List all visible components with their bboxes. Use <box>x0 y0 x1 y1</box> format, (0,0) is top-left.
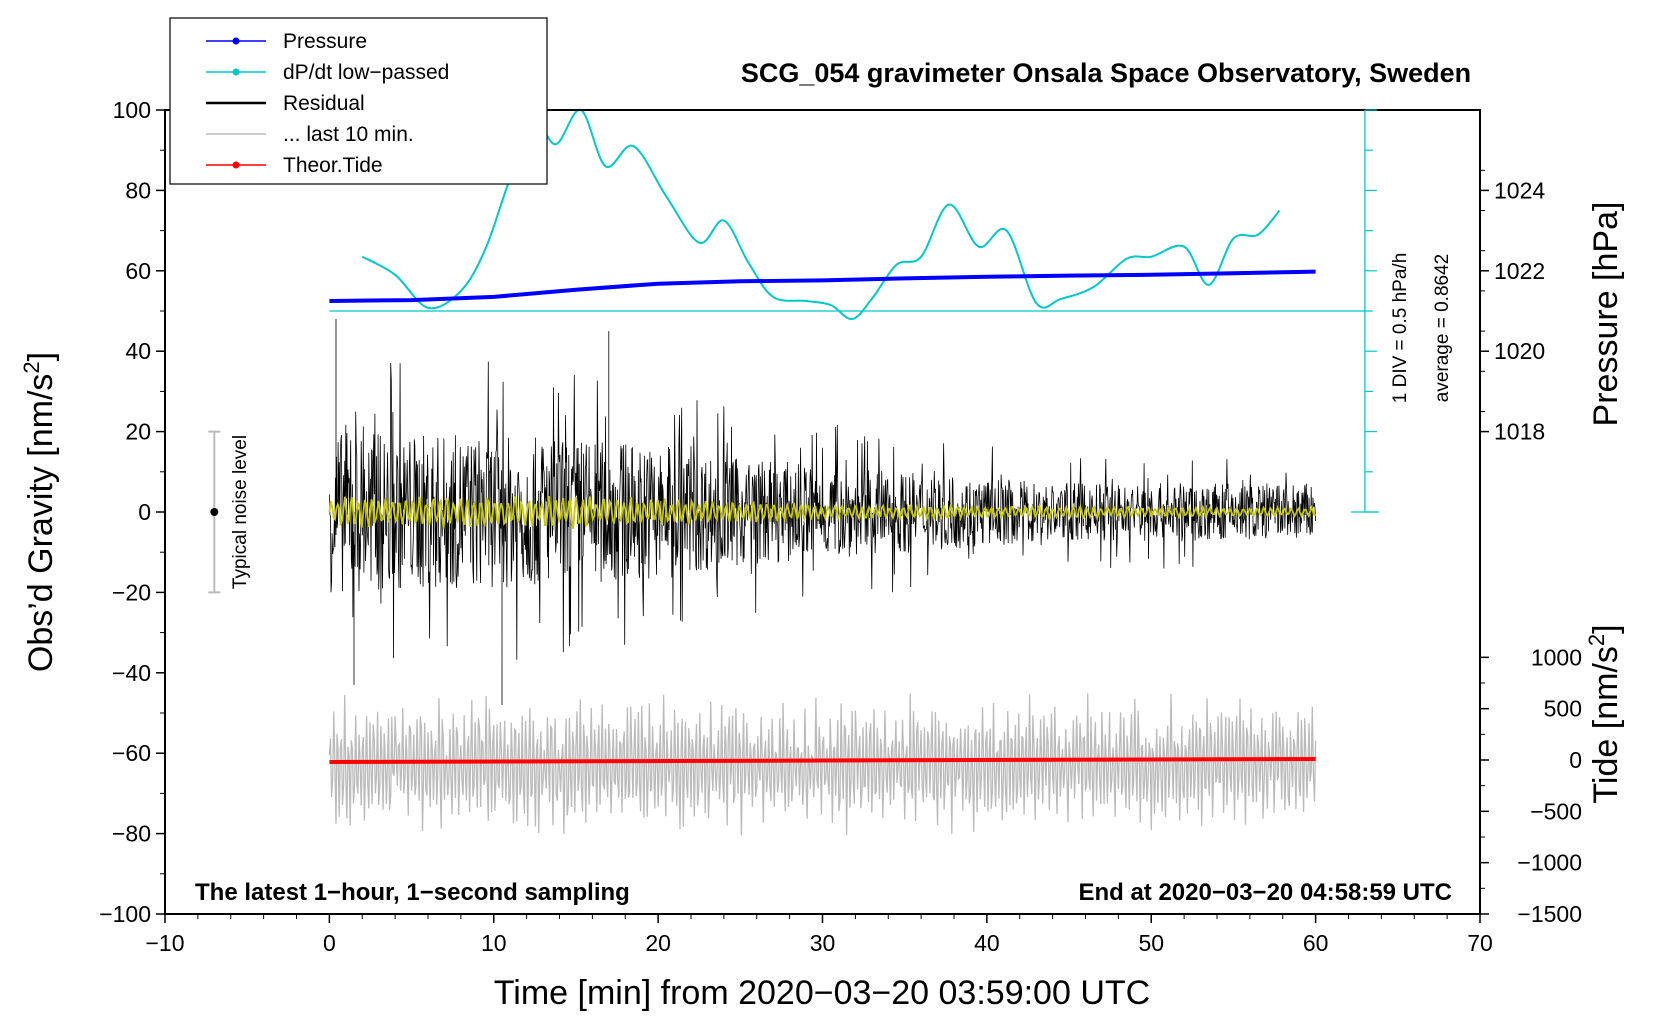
series-lowpassed-residual-line <box>328 496 1316 529</box>
x-tick-label: 40 <box>974 930 1000 956</box>
noise-level-dot <box>210 508 219 516</box>
y-tick-label: 40 <box>125 338 151 364</box>
series-theor-tide-line <box>329 756 1316 765</box>
y-tick-label: −80 <box>112 821 151 847</box>
x-tick-label: 20 <box>645 930 671 956</box>
tide-tick-label: 500 <box>1544 696 1582 722</box>
legend-label-3: ... last 10 min. <box>283 123 414 146</box>
legend-label-0: Pressure <box>283 30 367 53</box>
footer-left-annotation: The latest 1−hour, 1−second sampling <box>195 879 630 906</box>
series-residual-line <box>329 319 1316 705</box>
legend-label-4: Theor.Tide <box>283 154 383 177</box>
dpdt-scale-label: 1 DIV = 0.5 hPa/h <box>1390 253 1411 404</box>
y-tick-label: −60 <box>112 740 151 766</box>
y-tick-label: 60 <box>125 258 151 284</box>
y-tick-label: 80 <box>125 177 151 203</box>
pressure-tick-label: 1020 <box>1494 338 1545 364</box>
tide-tick-label: −1500 <box>1517 901 1582 927</box>
legend-label-2: Residual <box>283 92 365 115</box>
x-tick-label: 10 <box>481 930 507 956</box>
x-tick-label: 70 <box>1467 930 1493 956</box>
dpdt-average-label: average = 0.8642 <box>1432 254 1453 402</box>
tide-tick-label: 1000 <box>1531 644 1582 670</box>
chart-title: SCG_054 gravimeter Onsala Space Observat… <box>741 58 1471 88</box>
y-tick-label: 100 <box>113 97 151 123</box>
legend: Pressure dP/dt low−passed Residual ... last… <box>169 17 548 185</box>
x-tick-label: 60 <box>1303 930 1329 956</box>
y-axis-label-left: Obs’d Gravity [nm/s2] <box>19 352 60 672</box>
y-tick-label: 0 <box>138 499 151 525</box>
y-tick-label: 20 <box>125 419 151 445</box>
footer-right-annotation: End at 2020−03−20 04:58:59 UTC <box>1078 879 1452 906</box>
y-tick-label: −100 <box>99 901 151 927</box>
tide-tick-label: −1000 <box>1517 850 1582 876</box>
series-pressure-line <box>329 269 1316 303</box>
y-axis-label-pressure: Pressure [hPa] <box>1587 202 1625 427</box>
tide-tick-label: 0 <box>1569 747 1582 773</box>
x-tick-label: 0 <box>323 930 336 956</box>
pressure-tick-label: 1018 <box>1494 419 1545 445</box>
y-tick-label: −40 <box>112 660 151 686</box>
noise-level-label: Typical noise level <box>230 435 251 589</box>
series-last10min-line <box>328 693 1317 836</box>
legend-marker-1 <box>232 68 240 76</box>
y-axis-label-tide: Tide [nm/s2] <box>1584 624 1625 803</box>
series-layer <box>328 108 1365 836</box>
text-layer: SCG_054 gravimeter Onsala Space Observat… <box>19 58 1625 1012</box>
pressure-tick-label: 1024 <box>1494 177 1545 203</box>
x-tick-label: 50 <box>1138 930 1164 956</box>
tide-tick-label: −500 <box>1530 798 1582 824</box>
x-tick-label: −10 <box>145 930 184 956</box>
x-tick-label: 30 <box>810 930 836 956</box>
x-axis-label: Time [min] from 2020−03−20 03:59:00 UTC <box>494 974 1150 1012</box>
y-tick-label: −20 <box>112 579 151 605</box>
legend-marker-0 <box>232 37 240 45</box>
legend-marker-4 <box>232 161 240 169</box>
legend-box <box>169 17 548 185</box>
pressure-tick-label: 1022 <box>1494 258 1545 284</box>
legend-label-1: dP/dt low−passed <box>283 61 449 84</box>
axes-layer: −10 0 10 20 30 40 50 60 70100806040200−20−40−60−… <box>99 97 1582 956</box>
